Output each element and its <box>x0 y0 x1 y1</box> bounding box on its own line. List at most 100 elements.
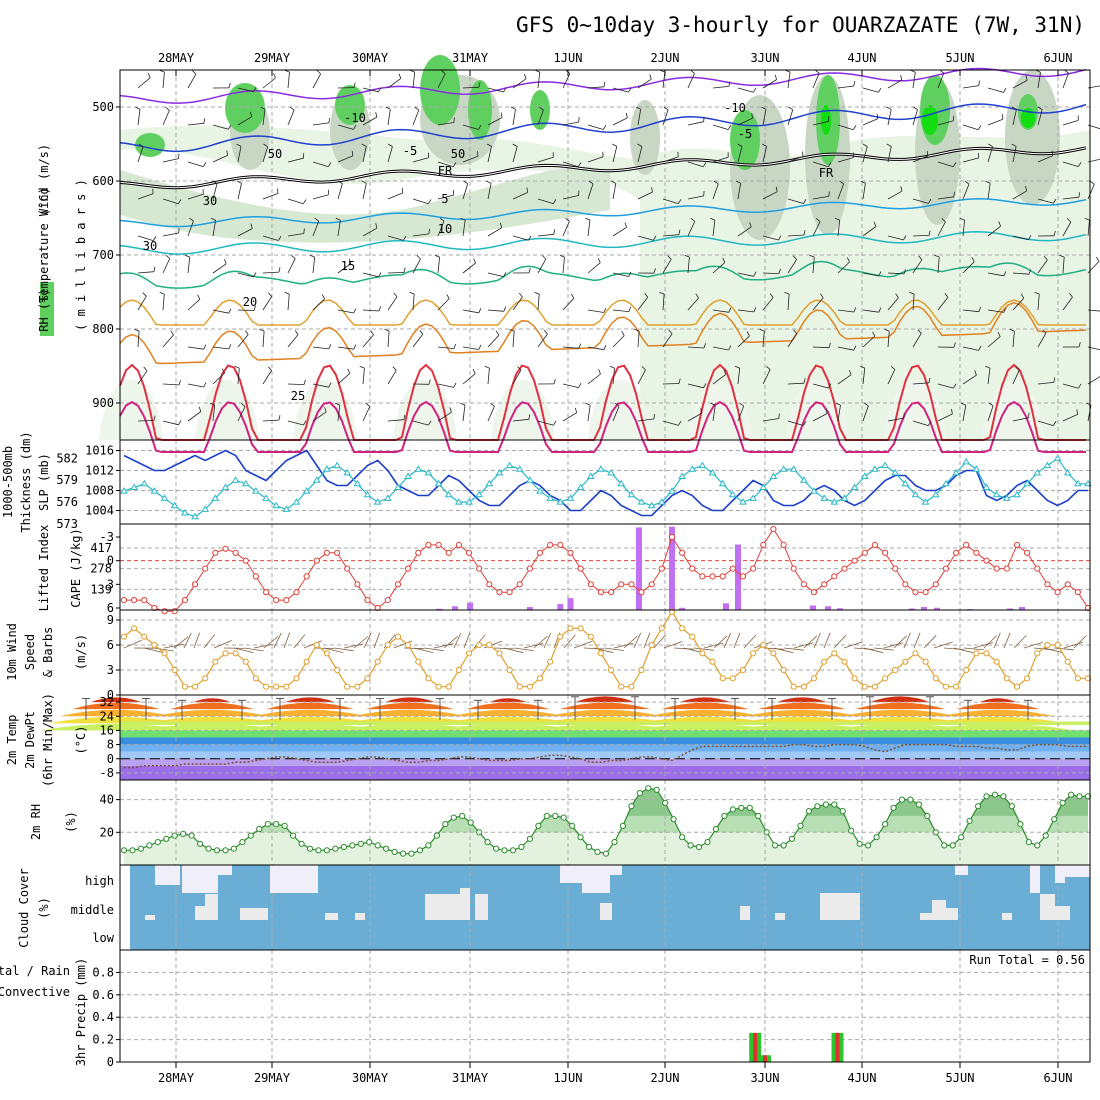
thickness-point <box>262 494 270 501</box>
cloud-high-bar <box>1030 865 1040 893</box>
temp-hump <box>466 702 550 710</box>
lifted-index-point <box>628 581 635 588</box>
wind-barb <box>812 383 829 389</box>
precip-label-c: 3hr Precip (mm) <box>74 958 88 1066</box>
wind-barb <box>862 118 878 126</box>
wind-barb <box>1037 332 1047 348</box>
wind-barb <box>537 420 554 426</box>
wind-barb <box>512 235 529 241</box>
rh-high-cell <box>335 85 365 125</box>
wind-barb <box>287 198 304 205</box>
wind-barb <box>324 407 327 413</box>
wind-speed-point <box>841 658 848 665</box>
wind-barb <box>353 344 357 350</box>
wind-barb <box>253 272 257 278</box>
wind-barb <box>987 118 1004 126</box>
wind-barb <box>787 109 794 126</box>
lifted-index-point <box>161 608 168 615</box>
wind-barb <box>667 255 672 260</box>
wind-barb <box>262 370 272 385</box>
wind-barb <box>761 106 767 110</box>
wind-barb <box>312 383 329 388</box>
surface-wind-barb <box>533 635 548 649</box>
wind-barb <box>537 233 554 237</box>
wind-speed-point <box>476 641 483 649</box>
rh-point <box>205 845 212 852</box>
wind-barb <box>887 369 896 385</box>
wind-barb <box>1037 382 1054 385</box>
temp-hump <box>930 716 1066 724</box>
wind-barb <box>862 143 868 147</box>
wind-barb <box>439 217 445 222</box>
lifted-index-point <box>709 573 716 580</box>
wind-barb <box>143 366 148 372</box>
wind-barb <box>486 143 492 147</box>
wind-barb <box>1037 293 1040 311</box>
wind-barb <box>462 220 466 237</box>
wind-speed-point <box>831 650 838 657</box>
wind-barb <box>762 369 771 385</box>
wind-barb <box>762 109 767 126</box>
wind-barb <box>987 309 1004 313</box>
rh-point <box>907 796 914 803</box>
temp-hump <box>538 716 672 724</box>
thickness-point <box>911 490 920 498</box>
thickness-point <box>302 487 311 494</box>
wind-barb <box>787 234 805 237</box>
rh-point <box>949 842 956 849</box>
wind-speed-point <box>780 666 787 674</box>
wind-speed-point <box>344 683 351 690</box>
lifted-index-point <box>902 581 909 588</box>
rh-point <box>704 839 711 846</box>
wind-barb <box>387 296 398 311</box>
wind-barb <box>749 222 752 228</box>
wind-barb <box>262 193 279 200</box>
wind-barb <box>212 405 216 422</box>
thickness-point <box>140 479 149 487</box>
lifted-index-point <box>1024 549 1031 556</box>
wind-barb <box>762 146 767 163</box>
surface-wind-barb <box>843 641 863 649</box>
wind-barb <box>562 346 579 349</box>
rh-point <box>188 832 195 839</box>
wind-barb <box>312 161 329 168</box>
wind-barb <box>637 146 643 163</box>
thickness-point <box>617 479 626 487</box>
wind-speed-point <box>628 683 635 690</box>
wind-barb <box>687 383 704 389</box>
temp-label-d: (°C) <box>74 726 88 755</box>
rh-point <box>366 839 373 846</box>
wind-barb <box>241 403 246 407</box>
wind-barb <box>437 346 454 349</box>
y-tick-label: 700 <box>92 248 114 262</box>
wind-barb <box>962 184 970 200</box>
wind-barb <box>687 121 704 126</box>
wind-barb <box>462 346 479 350</box>
rh-point <box>890 804 897 811</box>
wind-barb <box>137 109 141 126</box>
y-tick-label: 600 <box>92 174 114 188</box>
wind-barb <box>559 254 565 258</box>
lifted-index-point <box>120 597 128 604</box>
wind-barb <box>737 335 750 348</box>
lifted-index-point <box>293 589 300 596</box>
temp-hump <box>353 709 467 717</box>
wind-barb <box>1087 85 1100 89</box>
lifted-index-point <box>516 581 523 588</box>
rh-point <box>729 806 736 813</box>
wind-barb <box>562 73 571 89</box>
slp-tick-label: 1016 <box>85 444 114 458</box>
wind-barb <box>316 70 321 75</box>
rh-tick-label: 40 <box>100 793 114 807</box>
thickness-point <box>312 476 321 483</box>
thickness-point <box>820 494 829 501</box>
surface-wind-barb <box>1023 641 1043 649</box>
wind-barb <box>762 235 779 241</box>
wind-barb <box>412 72 416 89</box>
wind-barb <box>1043 255 1048 261</box>
wind-barb <box>362 272 379 278</box>
isotherm-20b <box>119 301 1087 365</box>
wind-barb <box>910 69 916 73</box>
wind-barb <box>203 344 207 350</box>
wind-barb <box>602 125 607 130</box>
